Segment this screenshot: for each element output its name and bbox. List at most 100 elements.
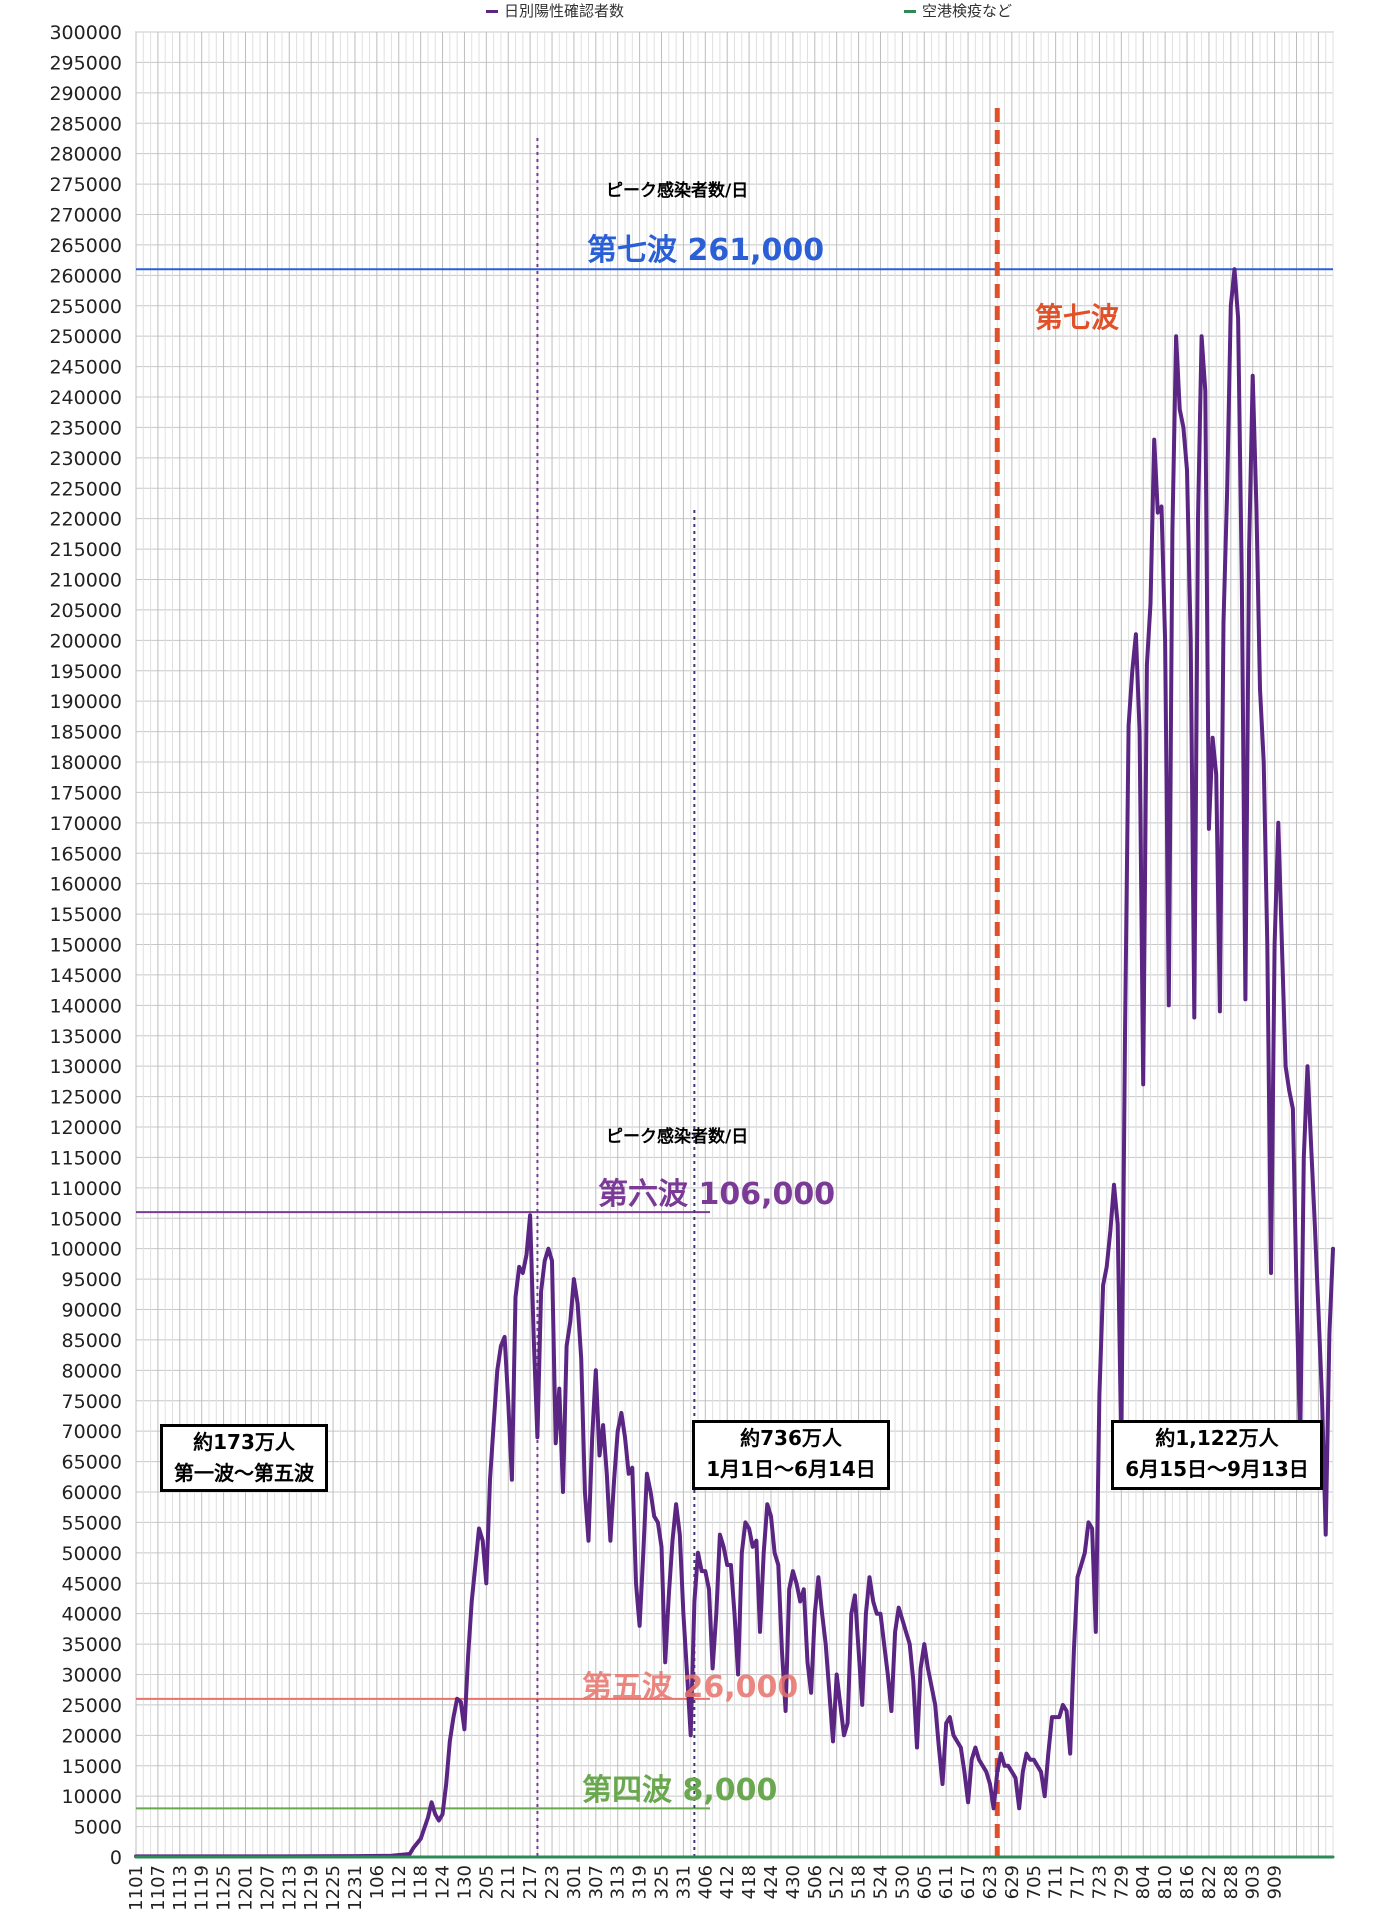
y-tick-label: 250000 [49,326,122,348]
y-tick-label: 40000 [62,1604,122,1626]
x-tick-label: 506 [805,1865,826,1899]
y-tick-label: 130000 [49,1056,122,1078]
x-tick-label: 729 [1111,1865,1132,1899]
x-tick-label: 717 [1068,1865,1089,1899]
y-tick-label: 70000 [62,1421,122,1443]
x-tick-label: 319 [630,1865,651,1899]
x-tick-label: 1125 [214,1865,235,1911]
y-tick-label: 30000 [62,1665,122,1687]
x-tick-label: 223 [542,1865,563,1899]
x-tick-label: 406 [695,1865,716,1899]
series-lines [134,267,1335,1859]
box-line: 約1,122万人 [1155,1426,1279,1450]
x-tick-label: 518 [849,1865,870,1899]
y-tick-label: 15000 [62,1756,122,1778]
x-tick-label: 903 [1243,1865,1264,1899]
y-tick-label: 245000 [49,357,122,379]
wave5-peak-label: 第五波 26,000 [582,1670,799,1705]
x-tick-label: 810 [1155,1865,1176,1899]
wave4-peak-label: 第四波 8,000 [582,1773,778,1808]
y-tick-label: 135000 [49,1026,122,1048]
x-tick-label: 217 [520,1865,541,1899]
y-tick-label: 190000 [49,691,122,713]
wave6-peak-label: 第六波 106,000 [598,1177,836,1212]
y-tick-label: 150000 [49,935,122,957]
legend-swatch [904,10,916,13]
legend-item-quarantine: 空港検疫など [904,0,1012,21]
y-tick-label: 100000 [49,1239,122,1261]
y-tick-label: 240000 [49,387,122,409]
x-tick-label: 909 [1265,1865,1286,1899]
x-tick-label: 723 [1089,1865,1110,1899]
summary-box-waves1-5: 約173万人 第一波〜第五波 [160,1424,328,1492]
y-tick-label: 225000 [49,478,122,500]
x-tick-label: 711 [1046,1865,1067,1899]
x-tick-label: 530 [892,1865,913,1899]
y-tick-label: 155000 [49,904,122,926]
x-tick-label: 424 [761,1865,782,1899]
x-tick-label: 325 [652,1865,673,1899]
reference-lines [136,268,1333,1810]
y-tick-label: 165000 [49,843,122,865]
y-tick-label: 35000 [62,1634,122,1656]
y-tick-label: 285000 [49,113,122,135]
y-tick-label: 300000 [49,22,122,44]
y-tick-label: 85000 [62,1330,122,1352]
x-tick-label: 430 [783,1865,804,1899]
x-tick-label: 605 [914,1865,935,1899]
x-tick-label: 1207 [257,1865,278,1911]
peak-title-wave6: ピーク感染者数/日 [606,1127,749,1147]
y-tick-label: 230000 [49,448,122,470]
x-tick-label: 524 [870,1865,891,1899]
x-tick-label: 804 [1133,1865,1154,1899]
y-tick-label: 5000 [74,1817,122,1839]
wave7-peak-label: 第七波 261,000 [587,233,825,268]
y-tick-label: 125000 [49,1087,122,1109]
y-axis-tick-labels: 0 5000 10000 15000 20000 25000 30000 35000 40000… [49,22,122,1869]
x-tick-label: 211 [498,1865,519,1899]
x-tick-label: 1101 [126,1865,147,1911]
y-tick-label: 160000 [49,874,122,896]
y-tick-label: 215000 [49,539,122,561]
x-tick-label: 816 [1177,1865,1198,1899]
x-tick-label: 512 [827,1865,848,1899]
y-tick-label: 55000 [62,1512,122,1534]
y-tick-label: 260000 [49,265,122,287]
x-tick-label: 1119 [192,1865,213,1911]
y-tick-label: 50000 [62,1543,122,1565]
y-tick-label: 275000 [49,174,122,196]
x-tick-label: 1213 [279,1865,300,1911]
x-tick-label: 112 [389,1865,410,1899]
peak-title-wave7: ピーク感染者数/日 [606,181,749,201]
y-tick-label: 265000 [49,235,122,257]
x-tick-label: 611 [936,1865,957,1899]
y-tick-label: 175000 [49,782,122,804]
y-tick-label: 25000 [62,1695,122,1717]
legend-label: 日別陽性確認者数 [504,2,625,20]
summary-box-jun-sep: 約1,122万人 6月15日〜9月13日 [1111,1420,1323,1490]
y-tick-label: 170000 [49,813,122,835]
legend-swatch [486,10,498,13]
x-tick-label: 1113 [170,1865,191,1911]
y-tick-label: 145000 [49,965,122,987]
y-tick-label: 255000 [49,296,122,318]
summary-box-jan-jun: 約736万人 1月1日〜6月14日 [692,1420,890,1490]
x-tick-label: 617 [958,1865,979,1899]
x-tick-label: 705 [1024,1865,1045,1899]
y-tick-label: 0 [110,1847,122,1869]
y-tick-label: 65000 [62,1452,122,1474]
x-tick-label: 130 [454,1865,475,1899]
y-tick-label: 205000 [49,600,122,622]
y-tick-label: 90000 [62,1300,122,1322]
x-tick-label: 623 [980,1865,1001,1899]
x-tick-label: 828 [1221,1865,1242,1899]
x-axis-tick-labels: 1101 1107 1113 1119 1125 1201 1207 1213 1219 1225… [126,1865,1286,1911]
box-line: 6月15日〜9月13日 [1125,1457,1309,1481]
x-tick-label: 1107 [148,1865,169,1911]
y-tick-label: 20000 [62,1725,122,1747]
gridlines [135,31,1334,1858]
box-line: 第一波〜第五波 [174,1461,314,1485]
y-tick-label: 10000 [62,1786,122,1808]
x-tick-label: 1231 [345,1865,366,1911]
